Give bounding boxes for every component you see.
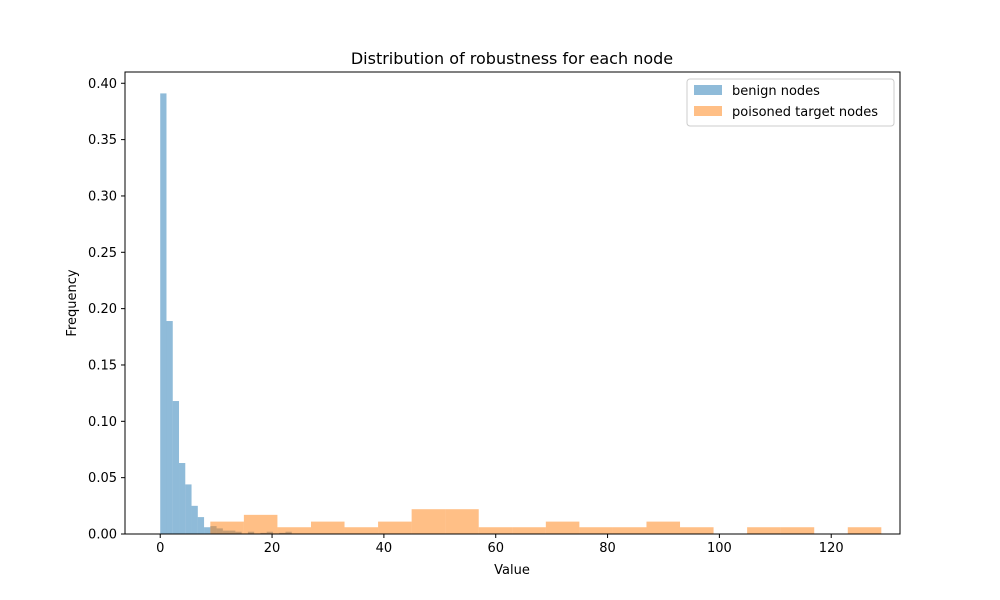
benign-bar-0 <box>160 93 167 534</box>
x-tick-label: 20 <box>264 541 281 556</box>
benign-bar-2 <box>172 401 180 534</box>
x-tick-label: 80 <box>599 541 616 556</box>
poisoned-bar-11 <box>579 527 613 534</box>
poisoned-bar-1 <box>243 514 278 534</box>
x-tick-label: 60 <box>487 541 504 556</box>
y-tick-label: 0.15 <box>88 358 117 373</box>
legend: benign nodes poisoned target nodes <box>686 78 895 127</box>
benign-bar-4 <box>185 484 192 534</box>
poisoned-bar-7 <box>445 509 479 534</box>
poisoned-bar-12 <box>612 527 647 534</box>
benign-bar-7 <box>204 527 211 534</box>
x-tick-label: 0 <box>156 541 164 556</box>
legend-swatch-benign <box>694 85 722 95</box>
poisoned-bar-17 <box>847 527 882 534</box>
plot-frame <box>124 71 901 535</box>
poisoned-bar-3 <box>310 521 345 534</box>
x-tick-label: 120 <box>819 541 844 556</box>
poisoned-bar-9 <box>512 527 546 534</box>
poisoned-bar-10 <box>545 521 580 534</box>
x-axis-ticks: 0 20 40 60 80 100 120 <box>156 534 844 556</box>
legend-label-benign: benign nodes <box>732 84 820 99</box>
poisoned-bar-8 <box>478 527 513 534</box>
poisoned-bar-14 <box>680 527 714 534</box>
legend-box <box>686 78 895 127</box>
poisoned-bar-6 <box>411 509 446 534</box>
y-tick-label: 0.20 <box>88 302 117 317</box>
y-tick-label: 0.35 <box>88 133 117 148</box>
benign-bar-3 <box>179 463 186 534</box>
poisoned-bar-4 <box>344 527 379 534</box>
x-axis-label: Value <box>494 563 530 578</box>
y-tick-label: 0.30 <box>88 189 117 204</box>
poisoned-bar-5 <box>378 521 412 534</box>
poisoned-bar-2 <box>277 527 311 534</box>
y-tick-label: 0.25 <box>88 246 117 261</box>
poisoned-bar-13 <box>646 521 681 534</box>
benign-bar-1 <box>166 321 173 534</box>
x-tick-label: 40 <box>376 541 393 556</box>
poisoned-bar-0 <box>210 521 244 534</box>
benign-bar-6 <box>197 517 205 534</box>
y-axis-ticks: 0.00 0.05 0.10 0.15 0.20 0.25 0.30 0.35 0.40 <box>88 77 125 543</box>
chart-title: Distribution of robustness for each node <box>351 49 673 68</box>
y-tick-label: 0.10 <box>88 415 117 430</box>
legend-label-poisoned: poisoned target nodes <box>732 105 878 120</box>
bars-layer <box>160 93 882 534</box>
y-axis-label: Frequency <box>65 269 80 336</box>
poisoned-bar-15 <box>747 527 781 534</box>
poisoned-bar-16 <box>780 527 815 534</box>
x-tick-label: 100 <box>707 541 732 556</box>
y-tick-label: 0.05 <box>88 471 117 486</box>
benign-bar-5 <box>191 505 198 534</box>
y-tick-label: 0.40 <box>88 77 117 92</box>
y-tick-label: 0.00 <box>88 528 117 543</box>
legend-swatch-poisoned <box>694 106 722 116</box>
